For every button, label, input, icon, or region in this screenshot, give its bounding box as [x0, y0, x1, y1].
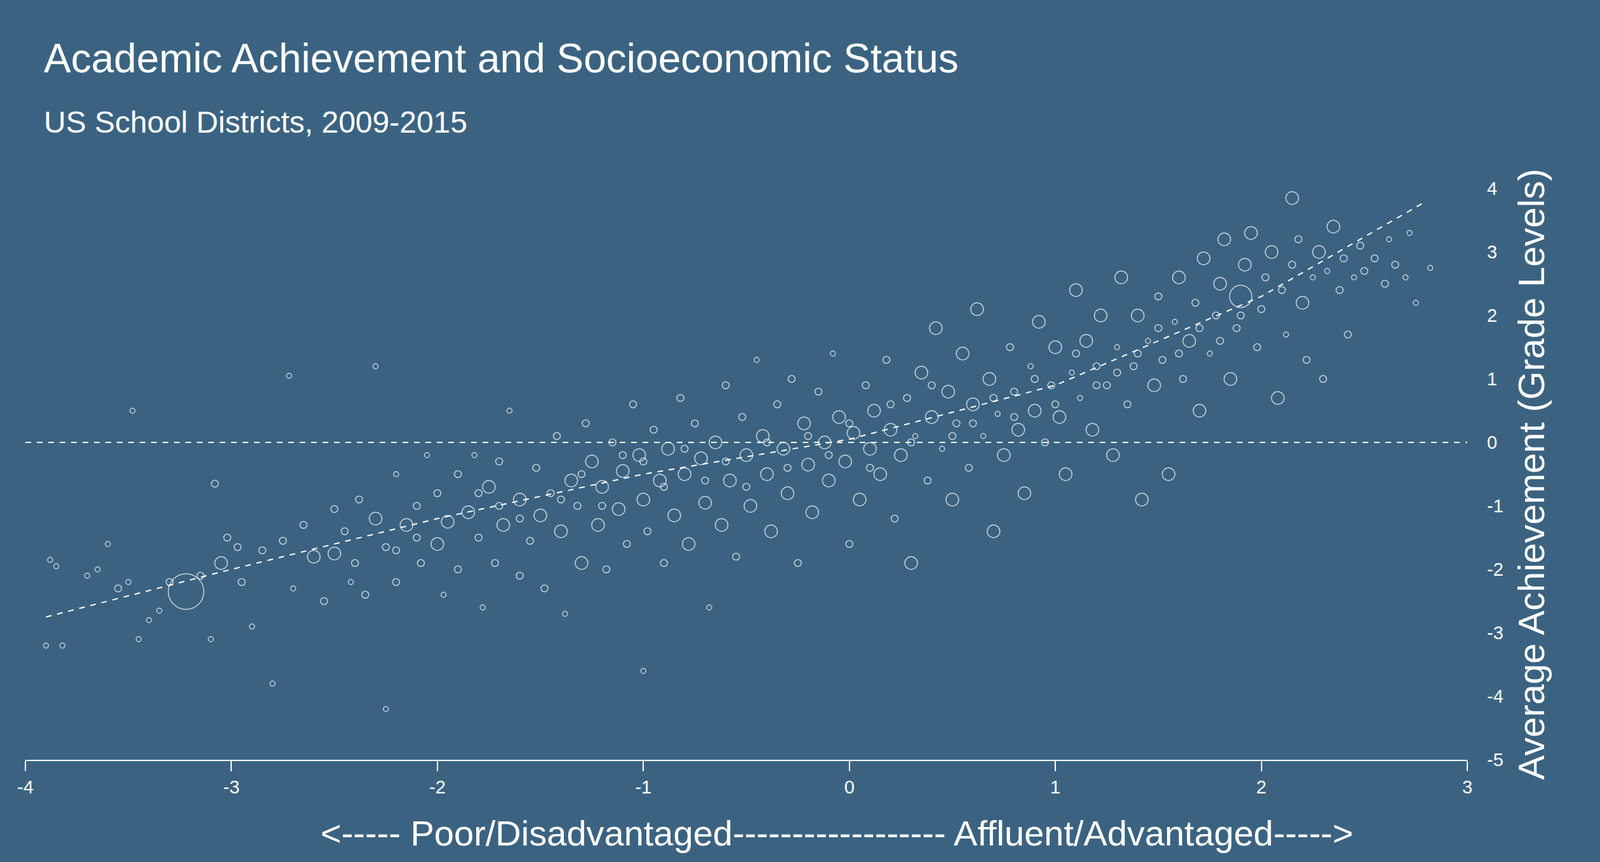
svg-text:-2: -2 [1486, 559, 1504, 580]
svg-text:-3: -3 [1486, 622, 1504, 644]
svg-text:-4: -4 [17, 777, 34, 798]
svg-text:US School Districts, 2009-2015: US School Districts, 2009-2015 [43, 105, 468, 140]
svg-text:<----- Poor/Disadvantaged-----: <----- Poor/Disadvantaged---------------… [320, 813, 1354, 854]
svg-text:Academic Achievement and Socio: Academic Achievement and Socioeconomic S… [43, 35, 959, 82]
svg-text:-2: -2 [429, 777, 446, 798]
svg-text:-1: -1 [634, 777, 652, 798]
svg-text:Average Achievement (Grade Lev: Average Achievement (Grade Levels) [1510, 168, 1552, 781]
svg-text:1: 1 [1050, 777, 1061, 798]
svg-text:4: 4 [1486, 178, 1498, 199]
svg-text:1: 1 [1486, 368, 1498, 390]
svg-text:3: 3 [1462, 777, 1473, 798]
svg-text:2: 2 [1255, 777, 1267, 798]
svg-text:-3: -3 [223, 777, 240, 798]
svg-text:-5: -5 [1486, 749, 1504, 771]
svg-text:2: 2 [1486, 305, 1498, 326]
svg-text:-1: -1 [1486, 495, 1504, 517]
svg-text:3: 3 [1486, 241, 1498, 263]
svg-text:-4: -4 [1486, 686, 1504, 707]
svg-text:0: 0 [1486, 432, 1498, 453]
svg-text:0: 0 [844, 777, 855, 798]
